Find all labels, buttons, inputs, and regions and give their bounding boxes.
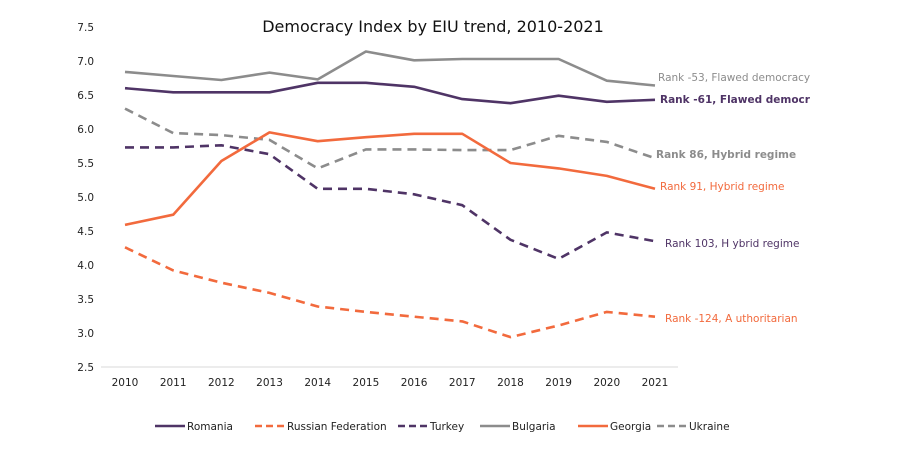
x-tick-label: 2011 (160, 377, 187, 389)
series-line-romania (124, 81, 656, 105)
y-tick-label: 6.5 (77, 90, 94, 102)
x-tick-label: 2012 (208, 377, 235, 389)
series-line-russian-federation (124, 246, 656, 339)
x-tick-label: 2013 (256, 377, 283, 389)
y-tick-label: 3.5 (77, 294, 94, 306)
x-tick-label: 2016 (401, 377, 428, 389)
annotation-romania: Rank -61, Flawed democr (660, 94, 811, 106)
x-tick-label: 2020 (593, 377, 620, 389)
legend-label: Georgia (610, 421, 651, 433)
x-tick-label: 2018 (497, 377, 524, 389)
annotation-turkey: Rank 103, H ybrid regime (665, 238, 799, 250)
annotation-georgia: Rank 91, Hybrid regime (660, 181, 784, 193)
x-tick-label: 2010 (112, 377, 139, 389)
y-tick-label: 4.0 (77, 260, 94, 272)
series-line-turkey (125, 144, 656, 261)
end-annotations: Rank -61, Flawed democr Rank -124, A utho… (656, 72, 811, 325)
y-tick-label: 2.5 (77, 362, 94, 374)
y-tick-label: 4.5 (77, 226, 94, 238)
y-tick-label: 6.0 (77, 124, 94, 136)
x-tick-label: 2017 (449, 377, 476, 389)
x-axis: 2010 2011 2012 2013 2014 2015 2016 2017 2018 2019… (101, 366, 678, 389)
legend-label: Russian Federation (287, 421, 387, 433)
y-axis: 2.5 3.0 3.5 4.0 4.5 5.0 5.5 6.0 6.5 7.0 7.5 (77, 22, 94, 374)
annotation-ukraine: Rank 86, Hybrid regime (656, 149, 796, 161)
y-tick-label: 7.0 (77, 56, 94, 68)
legend-label: Ukraine (689, 421, 730, 433)
legend-label: Romania (187, 421, 233, 433)
series-line-georgia (124, 131, 656, 227)
chart-title: Democracy Index by EIU trend, 2010-2021 (262, 17, 604, 36)
annotation-bulgaria: Rank -53, Flawed democracy (658, 72, 810, 84)
x-tick-label: 2021 (642, 377, 669, 389)
x-tick-label: 2014 (304, 377, 331, 389)
annotation-russian-federation: Rank -124, A uthoritarian (665, 313, 798, 325)
y-tick-label: 3.0 (77, 328, 94, 340)
y-tick-label: 7.5 (77, 22, 94, 34)
series-line-ukraine (124, 107, 656, 170)
legend-label: Bulgaria (512, 421, 556, 433)
y-tick-label: 5.5 (77, 158, 94, 170)
series-lines (124, 50, 656, 339)
x-tick-label: 2019 (545, 377, 572, 389)
legend-label: Turkey (429, 421, 464, 433)
y-tick-label: 5.0 (77, 192, 94, 204)
x-tick-label: 2015 (353, 377, 380, 389)
series-line-bulgaria (124, 50, 656, 87)
legend: Romania Russian Federation Turkey Bulgaria G… (155, 421, 730, 433)
